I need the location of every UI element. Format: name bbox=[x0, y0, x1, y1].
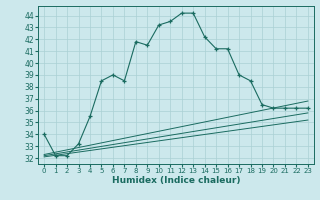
X-axis label: Humidex (Indice chaleur): Humidex (Indice chaleur) bbox=[112, 176, 240, 185]
